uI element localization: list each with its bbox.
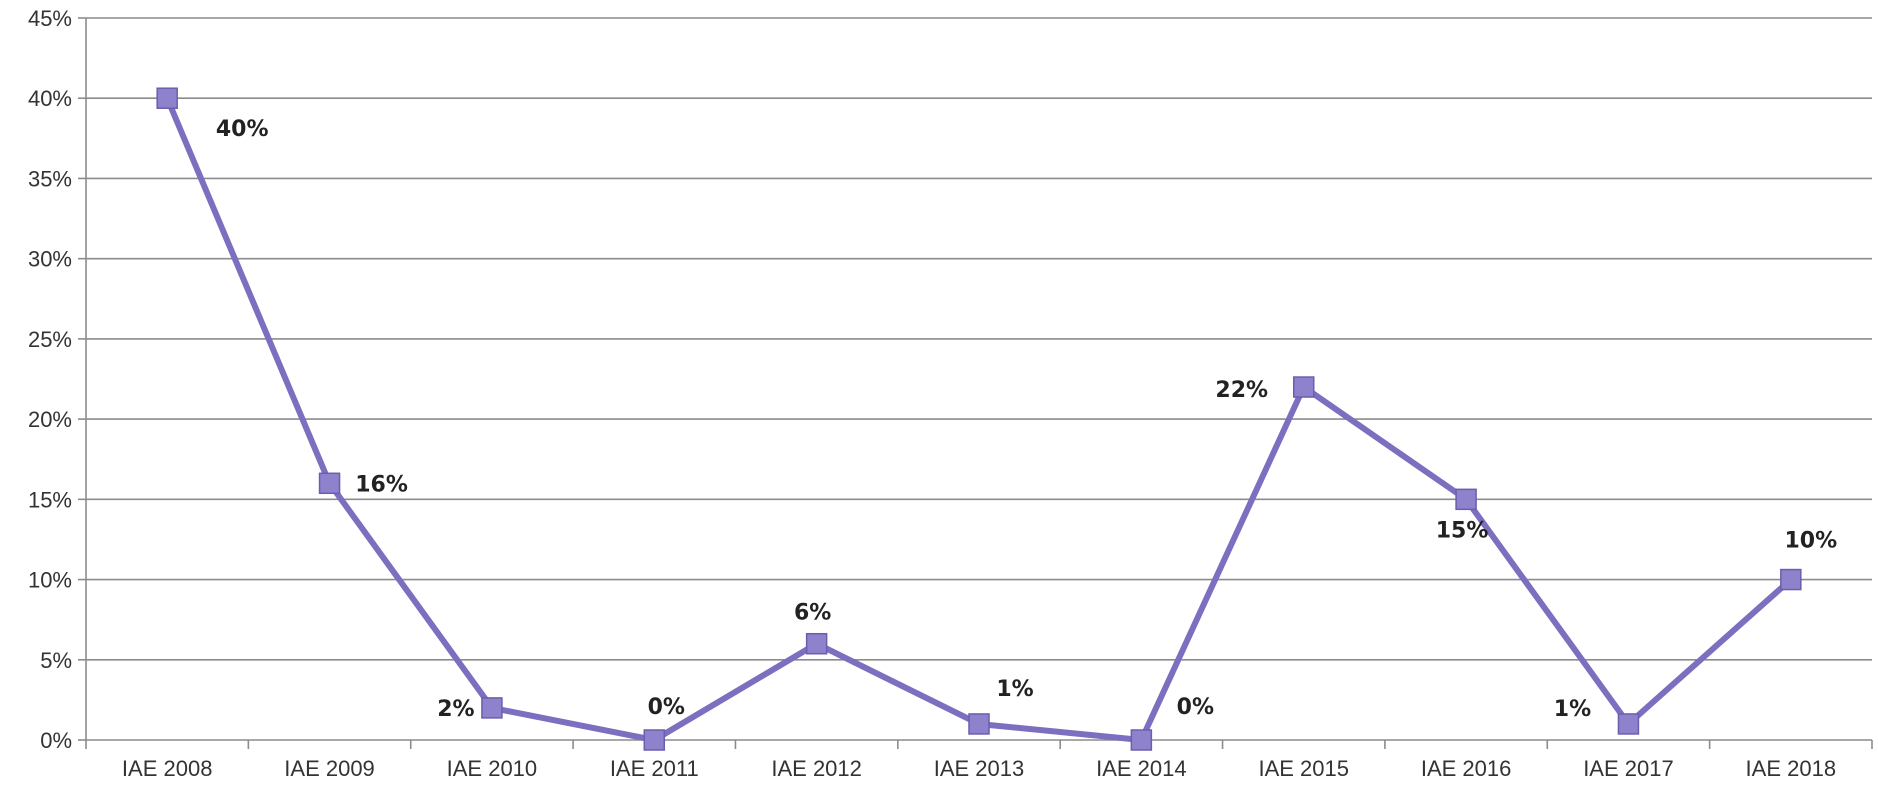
data-label: 2%	[437, 697, 474, 722]
x-tick-label: IAE 2018	[1746, 756, 1837, 781]
axes	[78, 17, 1873, 749]
y-tick-label: 15%	[28, 487, 72, 512]
data-label: 15%	[1436, 518, 1489, 543]
data-point-marker	[1617, 713, 1640, 735]
data-label: 1%	[1554, 697, 1591, 722]
x-tick-label: IAE 2010	[447, 756, 538, 781]
data-label: 6%	[794, 601, 831, 626]
gridlines	[86, 17, 1872, 661]
data-label: 0%	[648, 695, 685, 720]
y-tick-label: 40%	[28, 86, 72, 111]
y-tick-label: 25%	[28, 327, 72, 352]
x-tick-label: IAE 2009	[284, 756, 375, 781]
data-point-marker	[1780, 568, 1802, 591]
data-label: 0%	[1177, 695, 1214, 720]
data-point-marker	[318, 472, 341, 495]
data-point-marker	[1130, 729, 1153, 751]
x-tick-label: IAE 2008	[122, 756, 213, 781]
x-tick-label: IAE 2017	[1583, 756, 1674, 781]
data-point-marker	[1455, 488, 1477, 511]
y-tick-label: 5%	[40, 648, 72, 673]
y-tick-label: 45%	[28, 6, 72, 31]
data-label: 22%	[1215, 378, 1268, 403]
data-point-marker	[481, 697, 503, 719]
data-label: 1%	[996, 677, 1033, 702]
data-label: 10%	[1784, 529, 1837, 554]
y-tick-label: 30%	[28, 247, 72, 272]
data-label: 40%	[216, 117, 269, 142]
x-tick-label: IAE 2013	[934, 756, 1025, 781]
data-label: 16%	[355, 472, 408, 497]
x-tick-label: IAE 2016	[1421, 756, 1512, 781]
data-point-marker	[968, 713, 990, 735]
data-point-marker	[643, 729, 666, 751]
y-tick-label: 0%	[40, 728, 72, 753]
data-labels: 40% 16% 2% 0% 6% 1% 0% 22% 15% 1% 10%	[216, 117, 1837, 722]
x-tick-label: IAE 2011	[610, 756, 699, 781]
data-point-marker	[156, 87, 178, 109]
data-point-marker	[1292, 376, 1315, 398]
x-tick-label: IAE 2014	[1096, 756, 1187, 781]
y-tick-label: 35%	[28, 166, 72, 191]
x-tick-label: IAE 2012	[771, 756, 862, 781]
x-axis-tick-labels: IAE 2008 IAE 2009 IAE 2010 IAE 2011 IAE 2012…	[122, 756, 1836, 781]
y-tick-label: 10%	[28, 568, 72, 593]
data-point-marker	[805, 632, 828, 655]
x-tick-label: IAE 2015	[1258, 756, 1349, 781]
series	[156, 87, 1802, 751]
y-axis-tick-labels: 0% 5% 10% 15% 20% 25% 30% 35% 40% 45%	[28, 6, 72, 753]
y-tick-label: 20%	[28, 407, 72, 432]
